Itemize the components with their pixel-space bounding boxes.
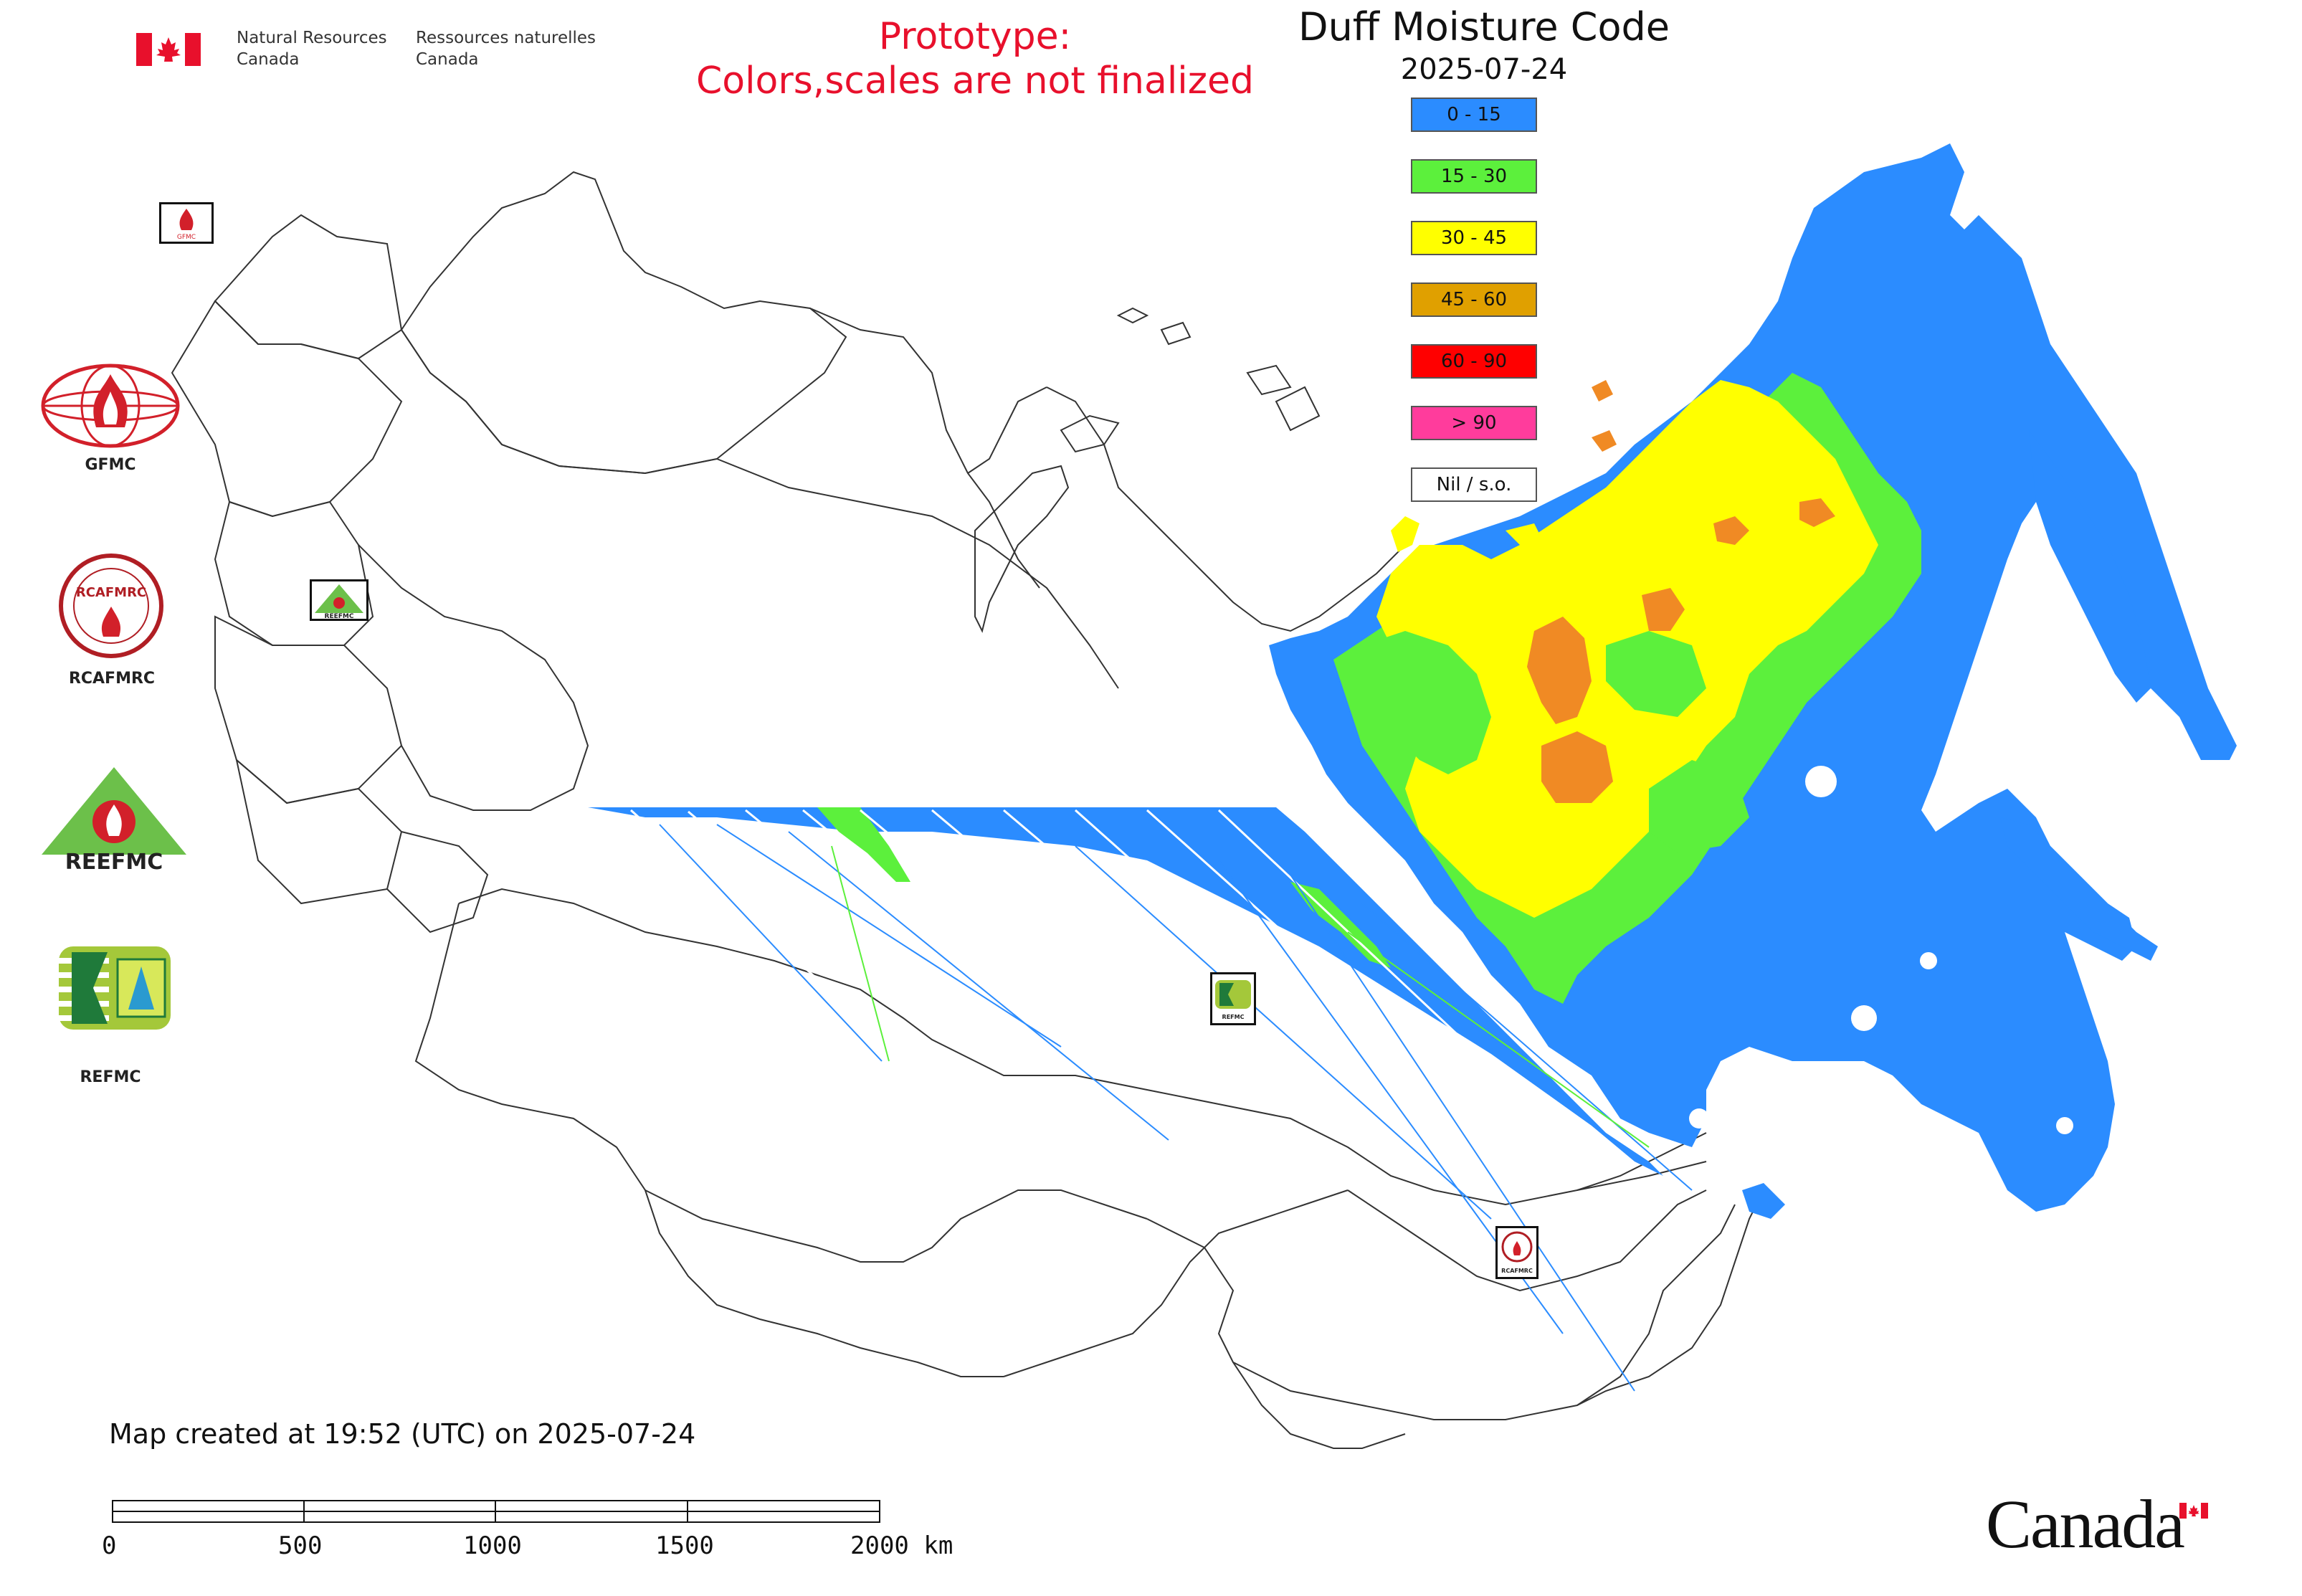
map-date: 2025-07-24 — [1400, 53, 1568, 86]
refmc-marker-label: REFMC — [1222, 1014, 1245, 1020]
reefmc-marker-icon: REEFMC — [315, 584, 363, 620]
scale-tick-500: 500 — [278, 1531, 323, 1560]
canada-wordmark-flag-icon — [2179, 1503, 2208, 1519]
scale-tick-2000-km: 2000 km — [850, 1531, 953, 1560]
map-marker-refmc[interactable]: REFMC — [1210, 972, 1256, 1025]
prototype-notice: Prototype: Colors,scales are not finaliz… — [645, 14, 1305, 103]
scale-tick-1000: 1000 — [463, 1531, 522, 1560]
rcafmrc-logo-icon: RCAFMRC — [59, 554, 163, 658]
scale-bar — [112, 1500, 880, 1523]
agency-name-en: Natural Resources Canada — [237, 29, 387, 69]
map-marker-gfmc[interactable]: GFMC — [159, 202, 214, 244]
legend-item-0-15: 0 - 15 — [1411, 98, 1537, 132]
legend-item-15-30: 15 - 30 — [1411, 159, 1537, 194]
prototype-line-2: Colors,scales are not finalized — [695, 60, 1255, 103]
rcafmrc-marker-icon: RCAFMRC — [1501, 1231, 1533, 1274]
refmc-label: REFMC — [80, 1068, 141, 1086]
svg-text:REEFMC: REEFMC — [65, 850, 163, 872]
legend-item-60-90: 60 - 90 — [1411, 344, 1537, 379]
scale-tick-0: 0 — [102, 1531, 117, 1560]
legend-item-45-60: 45 - 60 — [1411, 282, 1537, 317]
refmc-marker-icon: REFMC — [1215, 980, 1251, 1020]
gfmc-marker-icon: GFMC — [177, 209, 196, 241]
map-marker-rcafmrc[interactable]: RCAFMRC — [1495, 1226, 1538, 1279]
legend-item-30-45: 30 - 45 — [1411, 221, 1537, 255]
reefmc-marker-label: REEFMC — [325, 613, 354, 619]
reefmc-logo-icon: REEFMC — [42, 767, 186, 872]
rcafmrc-label: RCAFMRC — [68, 670, 156, 688]
rcafmrc-marker-label: RCAFMRC — [1501, 1268, 1533, 1274]
svg-text:RCAFMRC: RCAFMRC — [76, 585, 146, 600]
gfmc-marker-label: GFMC — [177, 234, 196, 241]
legend-item-nil: Nil / s.o. — [1411, 467, 1537, 502]
swath-artifact — [588, 807, 1693, 1392]
map-title: Duff Moisture Code — [1298, 4, 1670, 49]
scale-tick-1500: 1500 — [655, 1531, 714, 1560]
gfmc-logo-icon — [41, 364, 180, 448]
legend-item-over-90: > 90 — [1411, 406, 1537, 440]
prototype-line-1: Prototype: — [878, 15, 1072, 58]
canada-wordmark: Canada — [1986, 1486, 2185, 1562]
canada-flag-icon — [136, 33, 201, 66]
agency-name-fr: Ressources naturelles Canada — [416, 29, 596, 69]
gfmc-label: GFMC — [85, 456, 136, 474]
dmc-overlay — [1269, 143, 2237, 1219]
map-marker-reefmc[interactable]: REEFMC — [310, 579, 368, 621]
refmc-logo-icon — [59, 946, 171, 1030]
map-created-note: Map created at 19:52 (UTC) on 2025-07-24 — [109, 1418, 696, 1450]
